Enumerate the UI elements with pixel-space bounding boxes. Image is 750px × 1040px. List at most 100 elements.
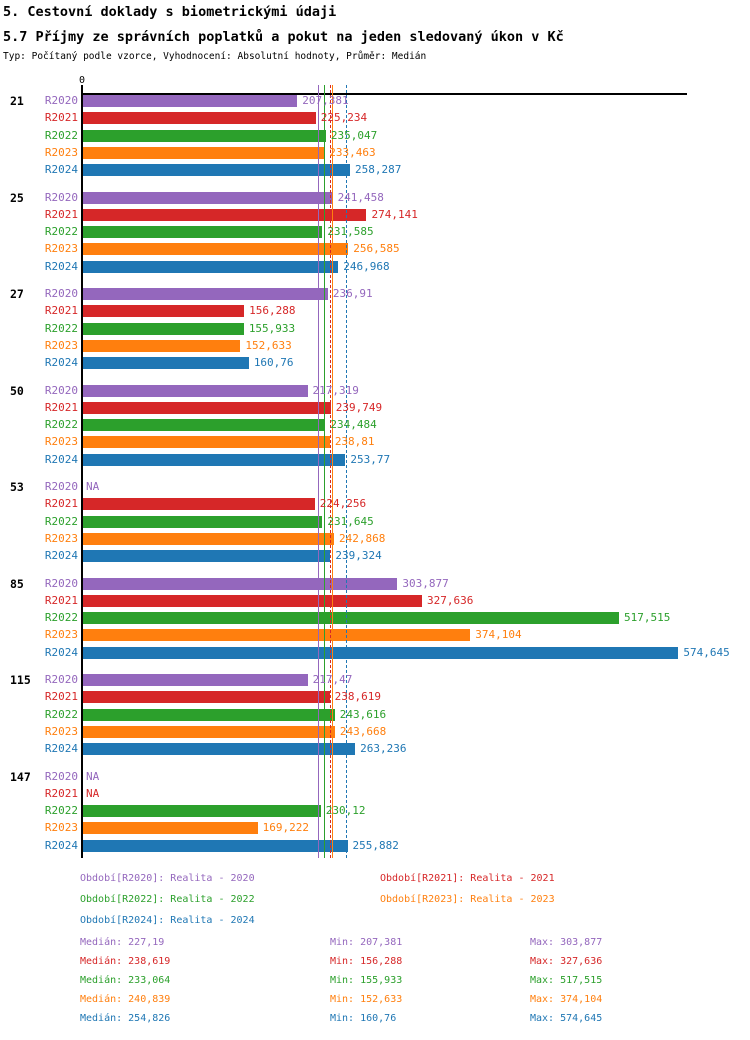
bar: [82, 419, 326, 432]
bar: [82, 515, 323, 528]
bar: [82, 594, 422, 607]
bar: [82, 129, 326, 142]
bar: [82, 839, 348, 852]
x-axis-line: [81, 93, 687, 95]
bar-value-label: 327,636: [426, 593, 474, 607]
stat-median: Medián: 254,826: [80, 1013, 171, 1024]
bar: [82, 550, 331, 563]
stat-median: Medián: 227,19: [80, 937, 165, 948]
bar: [82, 708, 335, 721]
legend-item: Období[R2020]: Realita - 2020: [80, 873, 255, 884]
bar-year-label: R2021: [44, 786, 78, 800]
bar: [82, 436, 330, 449]
median-line-R2022: [323, 85, 325, 858]
stat-min: Min: 152,633: [330, 994, 403, 1005]
na-label: NA: [86, 786, 100, 800]
bar-value-label: 217,47: [312, 673, 353, 686]
bar-value-label: 517,515: [624, 611, 671, 625]
bar-value-label: 217,319: [312, 383, 359, 397]
bar-value-label: 233,463: [329, 145, 376, 159]
bar-value-label: 241,458: [337, 190, 384, 204]
bar-year-label: R2022: [44, 514, 78, 528]
bar: [82, 260, 339, 273]
bar-value-label: 246,968: [343, 259, 390, 273]
bar: [82, 612, 620, 625]
stat-median: Medián: 238,619: [80, 956, 171, 967]
stat-max: Max: 574,645: [530, 1013, 603, 1024]
chart-meta: Typ: Počítaný podle vzorce, Vyhodnocení:…: [3, 51, 427, 62]
bar-year-label: R2021: [44, 593, 78, 607]
bar-year-label: R2023: [44, 435, 78, 449]
median-line-R2020: [317, 85, 319, 858]
bar: [82, 357, 249, 370]
bar-value-label: 160,76: [253, 356, 294, 370]
bar-value-label: 255,882: [352, 838, 399, 852]
bar-value-label: 239,749: [335, 400, 383, 414]
bar-year-label: R2024: [44, 356, 78, 370]
group-label: 25: [10, 190, 24, 205]
bar-year-label: R2022: [44, 321, 78, 335]
bar-value-label: 238,81: [334, 435, 375, 449]
bar-value-label: 238,619: [334, 690, 381, 704]
bar-value-label: 235,047: [330, 128, 378, 142]
stat-max: Max: 374,104: [530, 994, 603, 1005]
bar: [82, 322, 244, 335]
bar-value-label: 207,381: [302, 94, 349, 107]
bar: [82, 243, 349, 256]
bar: [82, 805, 321, 818]
bar-value-label: 258,287: [355, 163, 402, 177]
bar-year-label: R2020: [44, 576, 78, 590]
stat-min: Min: 207,381: [330, 937, 403, 948]
group-label: 115: [10, 673, 31, 687]
bar-year-label: R2022: [44, 128, 78, 142]
bar: [82, 112, 316, 125]
bar: [82, 191, 333, 204]
stat-max: Max: 327,636: [530, 956, 603, 967]
bar-value-label: 234,484: [330, 418, 377, 432]
legend-item: Období[R2022]: Realita - 2022: [80, 894, 255, 905]
group-label: 27: [10, 287, 24, 301]
bar-value-label: 256,585: [353, 242, 400, 256]
bar-value-label: 155,933: [248, 321, 296, 335]
group-label: 147: [10, 769, 31, 784]
bar-year-label: R2023: [44, 338, 78, 352]
bar: [82, 288, 328, 300]
legend-item: Období[R2023]: Realita - 2023: [380, 894, 555, 905]
bar-year-label: R2021: [44, 304, 78, 318]
bar: [82, 95, 298, 107]
bar-year-label: R2024: [44, 259, 78, 273]
bar-year-label: R2023: [44, 724, 78, 738]
bar-value-label: 152,633: [245, 338, 292, 352]
bar-value-label: 374,104: [475, 628, 522, 642]
bar-year-label: R2023: [44, 628, 78, 642]
bar-value-label: 303,877: [402, 576, 449, 590]
bar: [82, 305, 245, 318]
bar-value-label: 224,256: [319, 497, 367, 511]
bar-year-label: R2023: [44, 821, 78, 835]
bar-value-label: 230,12: [325, 804, 366, 818]
bar: [82, 725, 335, 738]
bar-year-label: R2021: [44, 690, 78, 704]
bar-value-label: 239,324: [335, 549, 382, 563]
bar-value-label: 236,91: [332, 287, 373, 300]
bar-value-label: 243,668: [339, 724, 387, 738]
bar-value-label: 242,868: [339, 531, 386, 545]
axis-origin-label: 0: [79, 75, 86, 86]
bar: [82, 646, 679, 659]
bar: [82, 339, 241, 352]
bar-year-label: R2020: [44, 673, 78, 686]
na-label: NA: [86, 480, 100, 493]
bar: [82, 691, 330, 704]
bar-year-label: R2020: [44, 94, 78, 107]
bar: [82, 674, 308, 686]
legend-item: Období[R2021]: Realita - 2021: [380, 873, 555, 884]
bar: [82, 384, 308, 397]
stat-median: Medián: 233,064: [80, 975, 171, 986]
bar: [82, 146, 325, 159]
bar-year-label: R2023: [44, 531, 78, 545]
bar-year-label: R2024: [44, 742, 78, 756]
bar-value-label: 274,141: [371, 207, 418, 221]
na-label: NA: [86, 769, 100, 783]
bar: [82, 822, 258, 835]
